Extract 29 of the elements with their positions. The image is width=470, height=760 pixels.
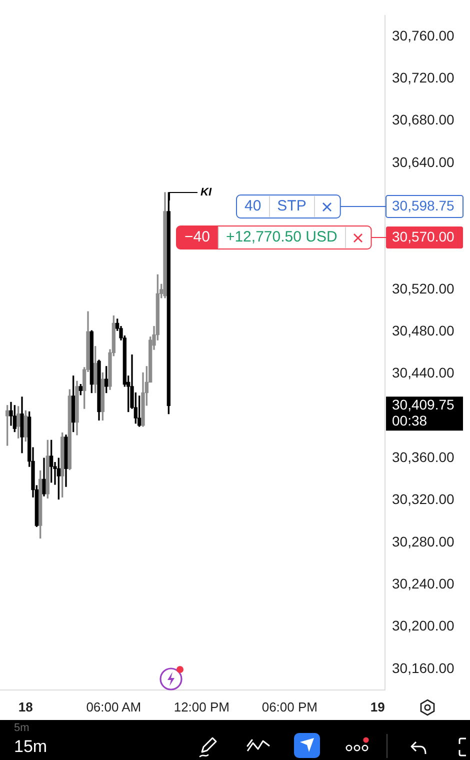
y-tick-label: 30,640.00 [392,154,454,170]
y-tick-label: 30,280.00 [392,533,454,550]
x-tick-label: 18 [18,699,33,714]
y-tick-label: 30,360.00 [392,448,454,465]
y-tick-label: 30,240.00 [392,575,454,592]
annotation: −40 [184,228,210,246]
text: 5m [14,722,30,735]
y-tick-label: 30,440.00 [392,364,454,381]
annotation: KI [200,186,212,199]
x-tick-label: 06:00 AM [86,699,142,714]
annotation: 40 [244,198,262,215]
y-tick-label: 30,200.00 [392,618,454,634]
y-tick-label: 30,160.00 [392,660,454,676]
text: 30,409.75 [392,396,454,413]
y-tick-label: 30,760.00 [392,27,454,44]
annotation: +12,770.50 USD [226,228,338,246]
x-tick-label: 19 [370,699,385,714]
y-tick-label: 30,680.00 [392,112,454,128]
text: 15m [14,737,48,757]
y-tick-label: 30,320.00 [392,491,454,508]
y-tick-label: 30,720.00 [392,70,454,86]
x-tick-label: 12:00 PM [174,699,230,714]
annotation: STP [277,198,306,215]
y-tick-label: 30,480.00 [392,322,454,338]
x-tick-label: 06:00 PM [262,699,318,714]
text: 00:38 [392,412,428,429]
ref-line-label: 30,598.75 [392,197,454,214]
y-tick-label: 30,520.00 [392,280,454,296]
ref-line-label: 30,570.00 [392,228,454,244]
